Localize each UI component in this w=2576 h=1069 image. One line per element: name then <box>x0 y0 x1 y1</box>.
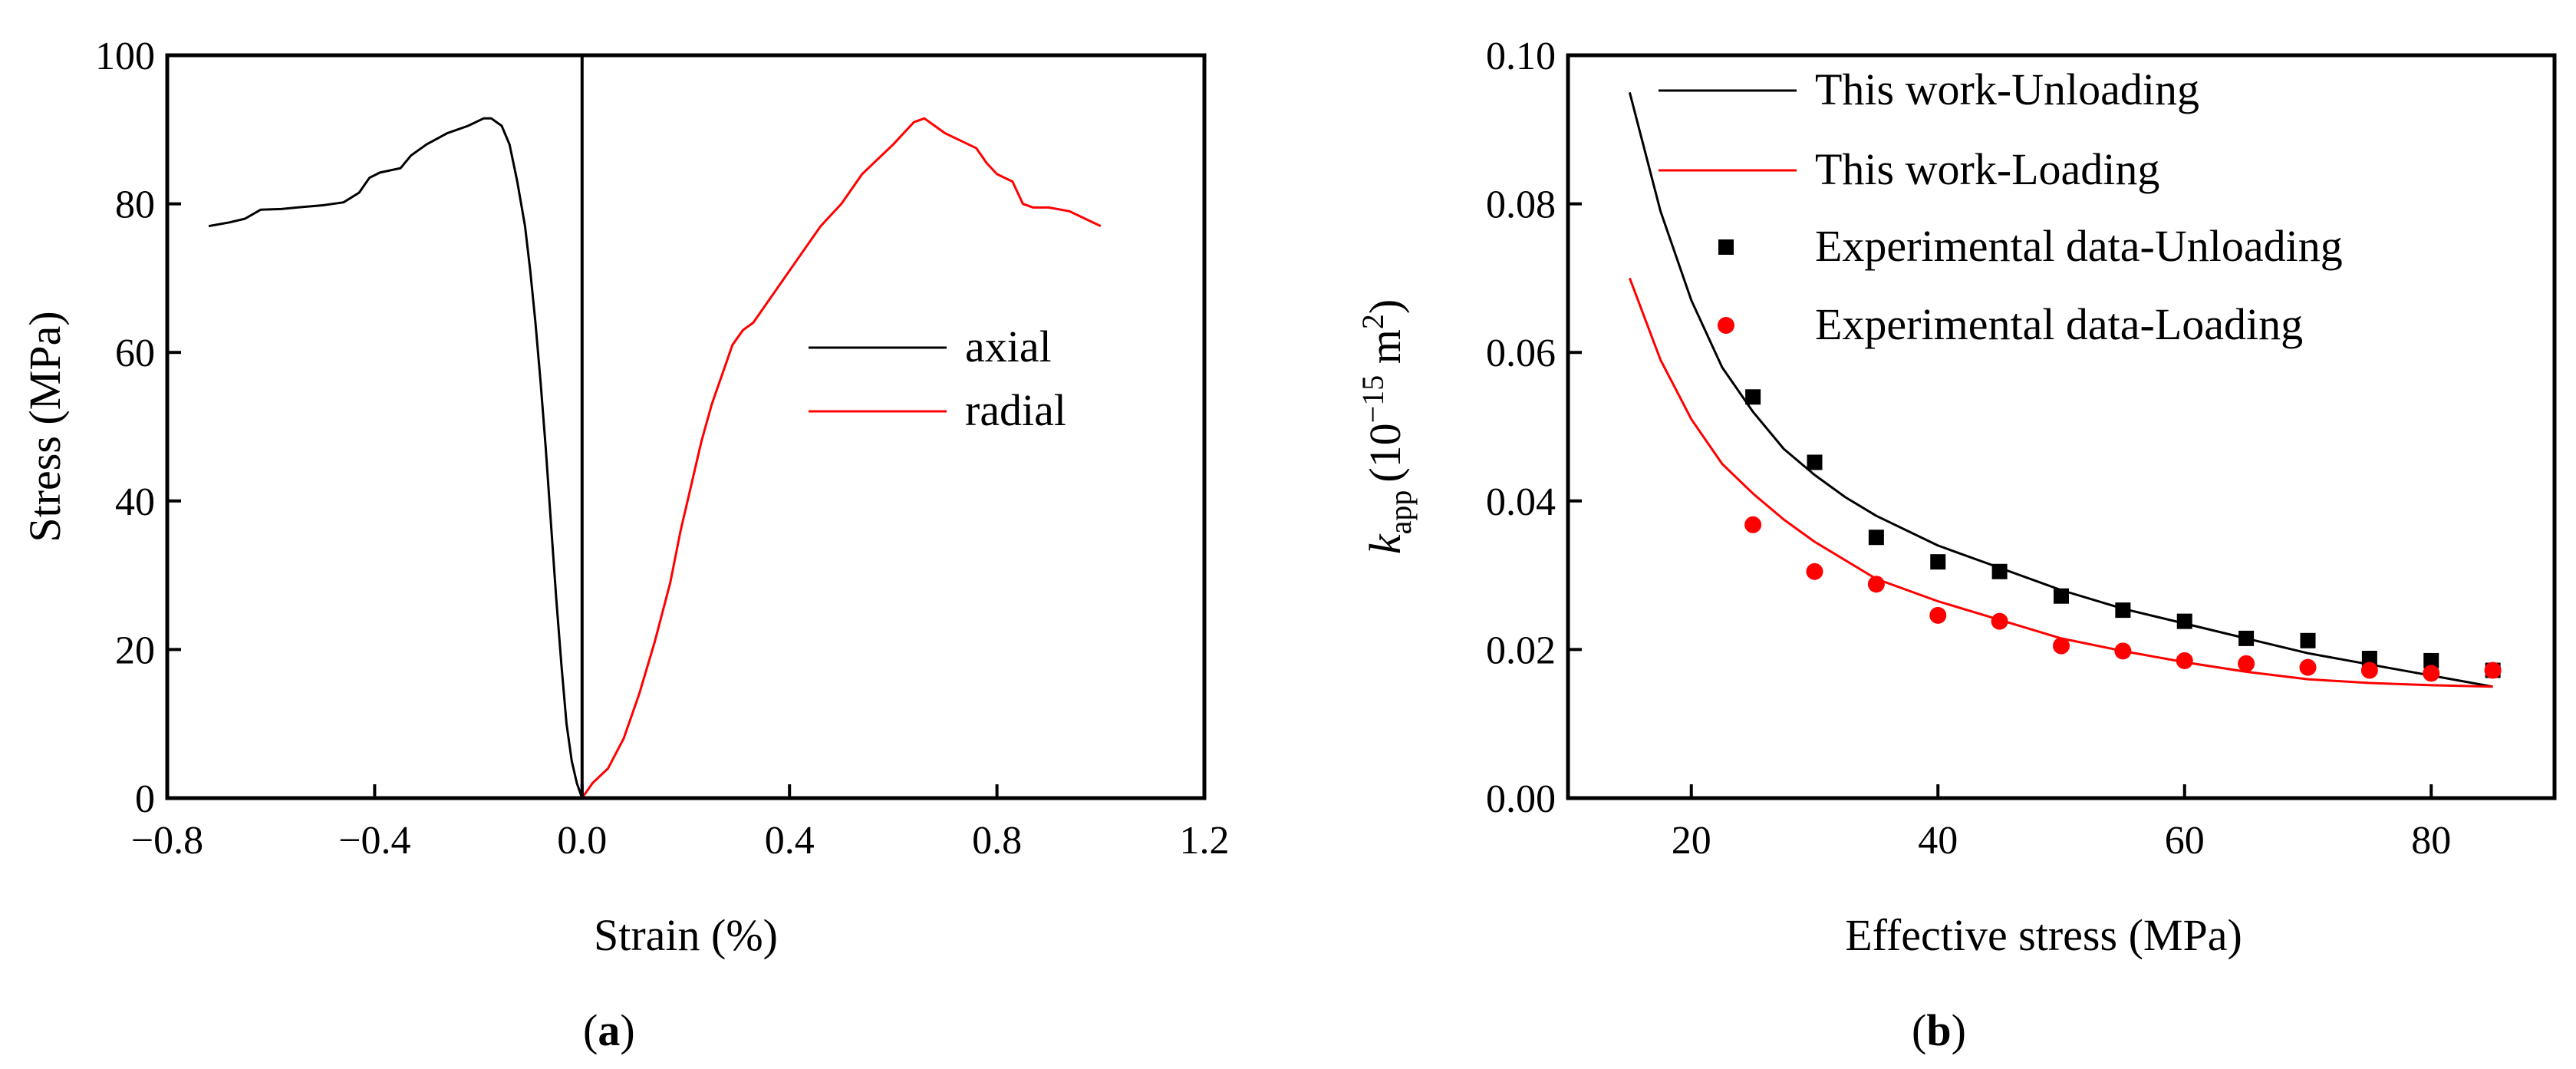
panel-a-ticks <box>166 54 1206 800</box>
panel-a-y-tick-label: 40 <box>115 480 155 524</box>
panel-b-series-layer <box>1628 92 2502 688</box>
point-experimental-data-unloading <box>1745 389 1761 405</box>
panel-a-chart: −0.8 −0.4 0.0 0.4 0.8 1.2 0 20 40 60 80 100 Strain… <box>20 35 1230 1055</box>
panel-a-plot-frame <box>165 53 1207 800</box>
panel-a-legend: axial radial <box>809 322 1066 435</box>
panel-b-x-axis-title: Effective stress (MPa) <box>1845 910 2242 960</box>
panel-a-y-tick-label: 60 <box>115 332 155 375</box>
ylabel-k: k <box>1360 533 1410 554</box>
legend-label-this-work-loading: This work-Loading <box>1815 144 2159 194</box>
point-experimental-data-unloading <box>1930 554 1946 570</box>
panel-a-x-tick-label: −0.8 <box>131 819 203 863</box>
panel-b-x-tick-label: 80 <box>2411 819 2451 863</box>
ylabel-exp: −15 <box>1356 375 1390 424</box>
panel-b-y-tick-label: 0.02 <box>1486 629 1556 672</box>
panel-b-y-tick-label: 0.06 <box>1486 332 1556 375</box>
panel-a-y-tick-label: 0 <box>135 777 155 821</box>
point-experimental-data-loading <box>1929 606 1947 624</box>
panel-b-y-tick-label: 0.00 <box>1486 777 1556 821</box>
point-experimental-data-loading <box>1867 576 1885 593</box>
legend-label-experimental-unloading: Experimental data-Unloading <box>1815 221 2343 271</box>
panel-b-legend: This work-Unloading This work-Loading Ex… <box>1659 64 2343 349</box>
point-experimental-data-loading <box>2238 655 2255 672</box>
panel-b-y-tick-label: 0.08 <box>1486 183 1556 227</box>
panel-b-y-tick-label: 0.04 <box>1486 480 1556 524</box>
series-line-this-work-unloading <box>1628 92 2493 688</box>
panel-b-caption: (b) <box>1912 1005 1966 1055</box>
panel-a-x-tick-label: 0.4 <box>765 819 815 863</box>
point-experimental-data-loading <box>2299 658 2317 676</box>
point-experimental-data-unloading <box>2300 632 2316 648</box>
legend-marker-experimental-unloading <box>1718 239 1734 255</box>
point-experimental-data-unloading <box>2238 630 2255 646</box>
panel-a-x-tick-labels: −0.8 −0.4 0.0 0.4 0.8 1.2 <box>131 819 1230 863</box>
point-experimental-data-loading <box>1991 612 2008 630</box>
point-experimental-data-unloading <box>2361 651 2377 667</box>
ylabel-sq: 2 <box>1356 314 1390 329</box>
panel-b-y-tick-labels: 0.00 0.02 0.04 0.06 0.08 0.10 <box>1486 35 1556 821</box>
point-experimental-data-loading <box>2176 652 2193 669</box>
legend-label-radial: radial <box>965 385 1066 435</box>
point-experimental-data-unloading <box>1807 454 1823 470</box>
panel-b-letter: b <box>1926 1005 1951 1055</box>
ylabel-close: ) <box>1360 299 1410 314</box>
point-experimental-data-loading <box>2360 662 2378 679</box>
point-experimental-data-loading <box>2423 665 2440 682</box>
point-experimental-data-unloading <box>2115 602 2131 619</box>
ylabel-sub: app <box>1383 490 1418 535</box>
legend-label-this-work-unloading: This work-Unloading <box>1815 64 2199 114</box>
panel-a-x-tick-label: 1.2 <box>1180 819 1230 863</box>
panel-a-y-tick-labels: 0 20 40 60 80 100 <box>95 35 155 821</box>
series-line-radial <box>581 117 1102 799</box>
point-experimental-data-loading <box>2053 637 2070 655</box>
panel-b-x-tick-label: 40 <box>1918 819 1958 863</box>
point-experimental-data-loading <box>1744 516 1762 533</box>
panel-a-y-tick-label: 100 <box>95 35 155 78</box>
legend-label-experimental-loading: Experimental data-Loading <box>1815 299 2303 349</box>
panel-a-x-tick-label: −0.4 <box>338 819 410 863</box>
panel-b-chart: 20 40 60 80 0.00 0.02 0.04 0.06 0.08 0.10 Effect… <box>1356 35 2557 1055</box>
panel-a-y-axis-title: Stress (MPa) <box>20 311 70 542</box>
point-experimental-data-unloading <box>1991 563 2008 579</box>
series-line-this-work-loading <box>1628 277 2493 688</box>
ylabel-open: (10 <box>1360 423 1410 482</box>
panel-b-y-tick-label: 0.10 <box>1486 35 1556 78</box>
series-line-axial <box>208 117 584 799</box>
panel-b-plot-frame <box>1566 53 2557 800</box>
panel-a-x-axis-title: Strain (%) <box>594 910 778 960</box>
panel-a-letter: a <box>598 1005 620 1055</box>
panel-a-caption: (a) <box>583 1005 635 1055</box>
point-experimental-data-unloading <box>1868 530 1884 546</box>
panel-a-x-tick-label: 0.8 <box>972 819 1022 863</box>
legend-label-axial: axial <box>965 322 1052 371</box>
panel-a-y-tick-label: 20 <box>115 629 155 672</box>
panel-a-y-tick-label: 80 <box>115 183 155 227</box>
panel-b-x-tick-label: 20 <box>1672 819 1711 863</box>
point-experimental-data-unloading <box>2054 588 2069 604</box>
legend-marker-experimental-loading <box>1718 317 1734 334</box>
panel-b-ticks <box>1568 54 2433 800</box>
point-experimental-data-loading <box>1806 563 1823 580</box>
panel-b-x-tick-label: 60 <box>2165 819 2205 863</box>
panel-b-y-axis-title: kapp (10−15 m2) <box>1356 299 1418 554</box>
point-experimental-data-loading <box>2114 642 2132 660</box>
point-experimental-data-unloading <box>2176 613 2192 629</box>
panel-a-x-tick-label: 0.0 <box>557 819 607 863</box>
point-experimental-data-unloading <box>2423 652 2439 668</box>
panel-a-series-layer <box>208 55 1102 799</box>
point-experimental-data-loading <box>2484 662 2502 679</box>
panel-b-x-tick-labels: 20 40 60 80 <box>1672 819 2452 863</box>
ylabel-unit: m <box>1360 329 1410 375</box>
